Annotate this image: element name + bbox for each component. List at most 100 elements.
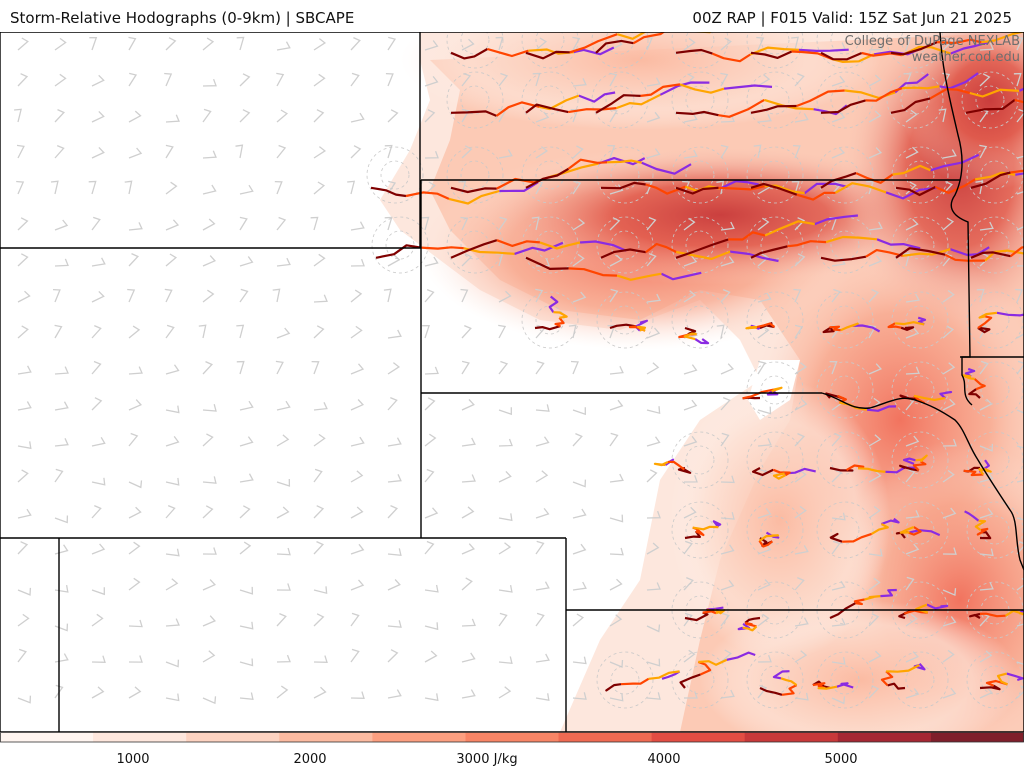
hodograph-segment [718,185,765,191]
wind-barb [17,325,29,339]
wind-barb [794,73,805,87]
wind-barb [350,399,364,411]
wind-barb [275,360,284,375]
wind-barb [387,689,402,699]
wind-barb [350,289,363,303]
wind-barb [461,543,475,555]
hodograph-segment [900,326,915,331]
hodograph-segment [675,238,729,259]
wind-barb [498,513,513,522]
wind-barb [942,687,957,699]
hodograph-segment [728,231,766,241]
wind-barb [202,37,215,51]
wind-barb [646,658,661,667]
wind-barb [202,505,214,519]
wind-barb [239,692,254,701]
wind-barb [905,651,920,663]
wind-barb [794,113,809,123]
hodograph-segment [684,611,709,622]
wind-barb [683,435,698,447]
hodograph-segment [448,189,500,205]
wind-barb [387,254,401,267]
wind-barb [350,325,363,339]
wind-barb [609,365,624,375]
colorbar-segment [651,732,746,742]
wind-barb [276,400,291,411]
wind-barb [276,72,285,87]
wind-barb [979,73,991,87]
wind-barb [531,216,540,231]
wind-barb [17,695,32,704]
hodograph-segment [609,323,637,330]
wind-barb [1016,219,1024,231]
wind-barb [128,619,143,628]
wind-barb [794,650,808,663]
hodograph-segment [579,240,627,252]
wind-barb [88,180,97,195]
hodograph-segment [750,50,793,60]
wind-barb [387,474,402,483]
wind-barb [202,289,215,303]
wind-barb [54,366,69,375]
wind-barb [350,363,365,375]
colorbar-tick-3000: 3000 J/kg [456,752,518,767]
hodograph-segment [871,523,889,535]
hodograph-segment [913,394,946,401]
wind-barb [535,581,550,591]
hodograph-segment [978,311,998,319]
hodograph-segment [781,684,798,696]
wind-barb [646,77,661,87]
wind-barb [609,659,624,668]
hodograph-segment [605,683,622,692]
hodograph-segment [976,527,989,536]
hodograph-segment [887,682,906,690]
wind-barb [757,468,767,483]
wind-barb [683,290,697,303]
wind-barb [757,684,768,699]
wind-barb [17,73,29,87]
hodograph-segment [780,677,798,686]
wind-barb [165,181,178,195]
wind-barb [868,650,882,663]
wind-barb [644,36,653,51]
wind-barb [239,505,251,519]
wind-barb [424,288,435,303]
hodograph-segment [742,388,775,400]
wind-barb [313,109,325,123]
hodograph-segment [645,242,677,254]
wind-barb [831,580,846,591]
wind-barb [609,693,624,702]
wind-barb [1016,623,1024,627]
wind-barb [276,257,291,267]
wind-barb [572,543,587,555]
hodograph-segment [764,220,815,237]
wind-barb [757,292,772,303]
wind-barb [387,36,397,51]
wind-barb [198,324,207,339]
wind-barb [165,37,177,51]
wind-barb [461,145,473,159]
colorbar-tick-1000: 1000 [116,752,150,767]
wind-barb [91,436,106,447]
hodograph-segment [450,110,497,117]
wind-barb [313,325,325,339]
wind-barb [239,400,254,411]
wind-barb [313,655,328,663]
wind-barb [572,78,587,87]
wind-barb [165,324,175,339]
wind-barb [791,36,799,51]
wind-barb [646,542,660,555]
hodograph-segment [796,89,845,108]
wind-barb [831,288,841,303]
wind-barb [498,72,509,87]
wind-barb [535,288,544,303]
wind-barb [1016,108,1024,123]
wind-barb [461,108,470,123]
wind-barb [609,184,624,195]
wind-barb [54,324,63,339]
wind-barb [979,221,994,231]
wind-barb [347,180,356,195]
wind-barb [165,364,180,375]
wind-barb [720,144,729,159]
wind-barb [868,505,881,519]
